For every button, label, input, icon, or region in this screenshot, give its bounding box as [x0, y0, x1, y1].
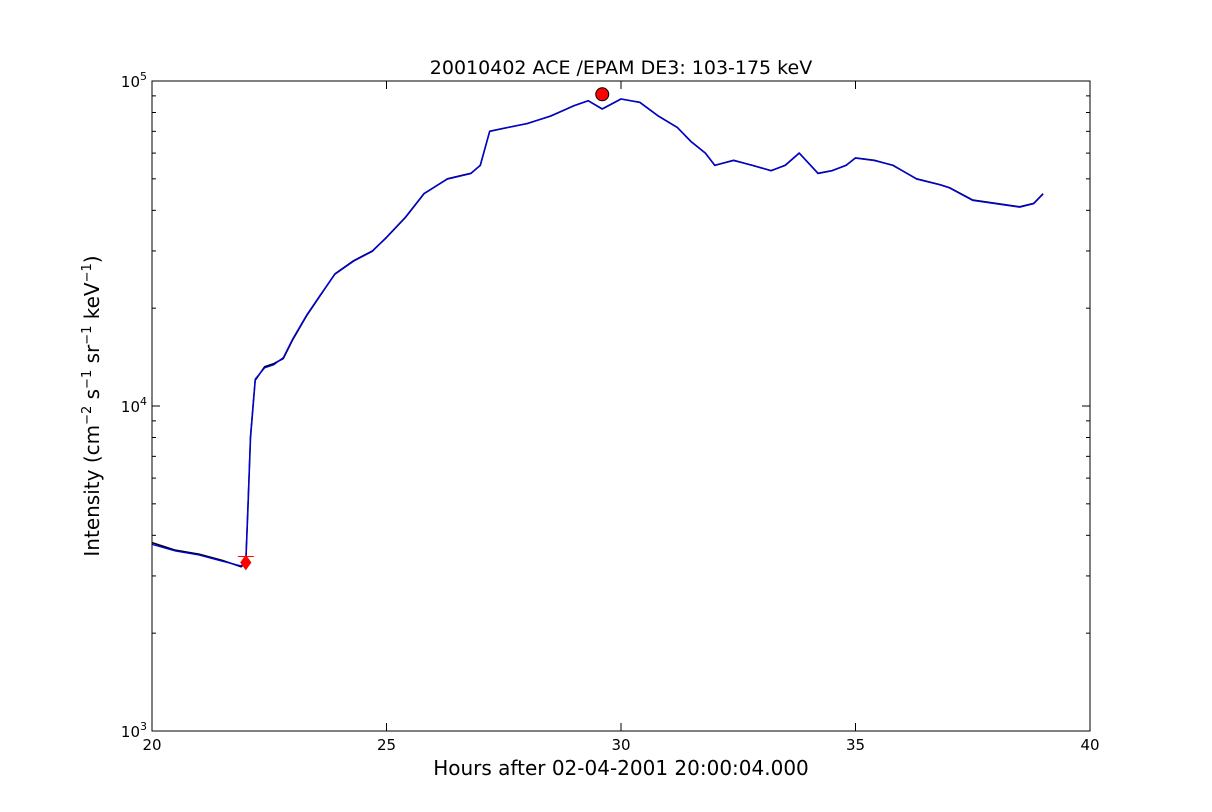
y-tick-label-0: 103	[121, 720, 147, 741]
x-axis-ticks	[151, 81, 1091, 731]
y-tick-labels: 103 104 105	[121, 70, 147, 741]
y-label-prefix: Intensity (cm	[80, 425, 104, 557]
y-label-exp-kev: −1	[80, 263, 95, 282]
series-layer	[151, 98, 1044, 568]
series-line-smoothed	[151, 98, 1044, 567]
marker-onset	[240, 554, 252, 571]
y-label-part3: keV	[80, 282, 104, 326]
marker-peak	[595, 87, 610, 102]
x-tick-label-1: 25	[377, 736, 396, 754]
y-label-suffix: )	[80, 255, 104, 263]
x-tick-label-0: 20	[142, 736, 161, 754]
x-tick-label-2: 30	[611, 736, 630, 754]
y-label-exp-sr: −1	[80, 326, 95, 345]
y-label-exp-cm: −2	[80, 406, 95, 425]
y-label-part1: s	[80, 389, 104, 406]
marker-layer	[237, 87, 610, 571]
y-axis-ticks	[152, 80, 1090, 732]
chart-title: 20010402 ACE /EPAM DE3: 103-175 keV	[430, 57, 812, 79]
y-label-part2: sr	[80, 344, 104, 370]
y-label-exp-s: −1	[80, 370, 95, 389]
y-tick-label-1: 104	[121, 395, 147, 416]
y-axis-label: Intensity (cm−2 s−1 sr−1 keV−1)	[80, 255, 104, 556]
x-tick-labels: 20 25 30 35 40	[142, 736, 1099, 754]
x-tick-label-3: 35	[846, 736, 865, 754]
y-tick-label-2: 105	[121, 70, 147, 91]
x-tick-label-4: 40	[1080, 736, 1099, 754]
series-line-raw	[151, 98, 1044, 568]
plot-frame	[151, 80, 1091, 732]
x-axis-label: Hours after 02-04-2001 20:00:04.000	[433, 756, 809, 780]
